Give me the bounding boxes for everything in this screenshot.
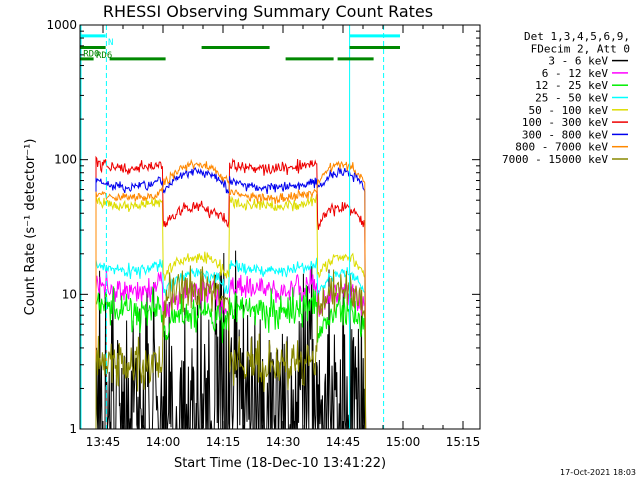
axes: 1 10 100 1000 13:45 14:00 14:15 14:30 14:45 15:00… xyxy=(46,18,480,449)
legend-entry: 50 - 100 keV xyxy=(529,104,609,117)
x-tick-label: 14:00 xyxy=(146,435,181,449)
legend-entry: 12 - 25 keV xyxy=(535,79,608,92)
x-tick-label: 14:45 xyxy=(326,435,361,449)
series-line xyxy=(95,257,367,429)
series-line xyxy=(95,193,367,429)
legend-header: Det 1,3,4,5,6,9, xyxy=(524,30,630,43)
legend-entry: 100 - 300 keV xyxy=(522,116,608,129)
series-line xyxy=(95,265,367,429)
flag-label: RD6 xyxy=(96,51,112,61)
legend-entry: 800 - 7000 keV xyxy=(515,141,608,154)
y-tick-label: 10 xyxy=(62,287,77,301)
flag-label: N xyxy=(108,38,113,48)
x-axis-label: Start Time (18-Dec-10 13:41:22) xyxy=(174,456,386,471)
legend-entry: 25 - 50 keV xyxy=(535,92,608,105)
series-line xyxy=(95,284,367,429)
flag-label: RD0 xyxy=(83,50,99,60)
series-line xyxy=(95,250,366,429)
x-tick-label: 15:15 xyxy=(446,435,481,449)
y-axis-label: Count Rate (s⁻¹ detector⁻¹) xyxy=(23,139,38,316)
y-tick-label: 100 xyxy=(54,153,77,167)
x-tick-label: 15:00 xyxy=(386,435,421,449)
legend-header: FDecim 2, Att 0 xyxy=(531,42,630,55)
plot-frame xyxy=(79,24,481,430)
legend-entry: 6 - 12 keV xyxy=(542,67,609,80)
legend-entry: 7000 - 15000 keV xyxy=(502,153,608,166)
chart-title: RHESSI Observing Summary Count Rates xyxy=(103,2,433,21)
x-tick-label: 13:45 xyxy=(86,435,121,449)
y-tick-label: 1000 xyxy=(46,18,77,32)
x-tick-label: 14:15 xyxy=(206,435,241,449)
legend-entry: 300 - 800 keV xyxy=(522,128,608,141)
series-line xyxy=(95,158,367,429)
legend-entry: 3 - 6 keV xyxy=(548,55,608,68)
x-tick-label: 14:30 xyxy=(266,435,301,449)
y-tick-label: 1 xyxy=(69,422,77,436)
series-line xyxy=(95,155,367,429)
series-line xyxy=(95,166,367,429)
legend: Det 1,3,4,5,6,9,FDecim 2, Att 03 - 6 keV… xyxy=(502,30,630,166)
timestamp: 17-Oct-2021 18:03 xyxy=(560,468,636,477)
